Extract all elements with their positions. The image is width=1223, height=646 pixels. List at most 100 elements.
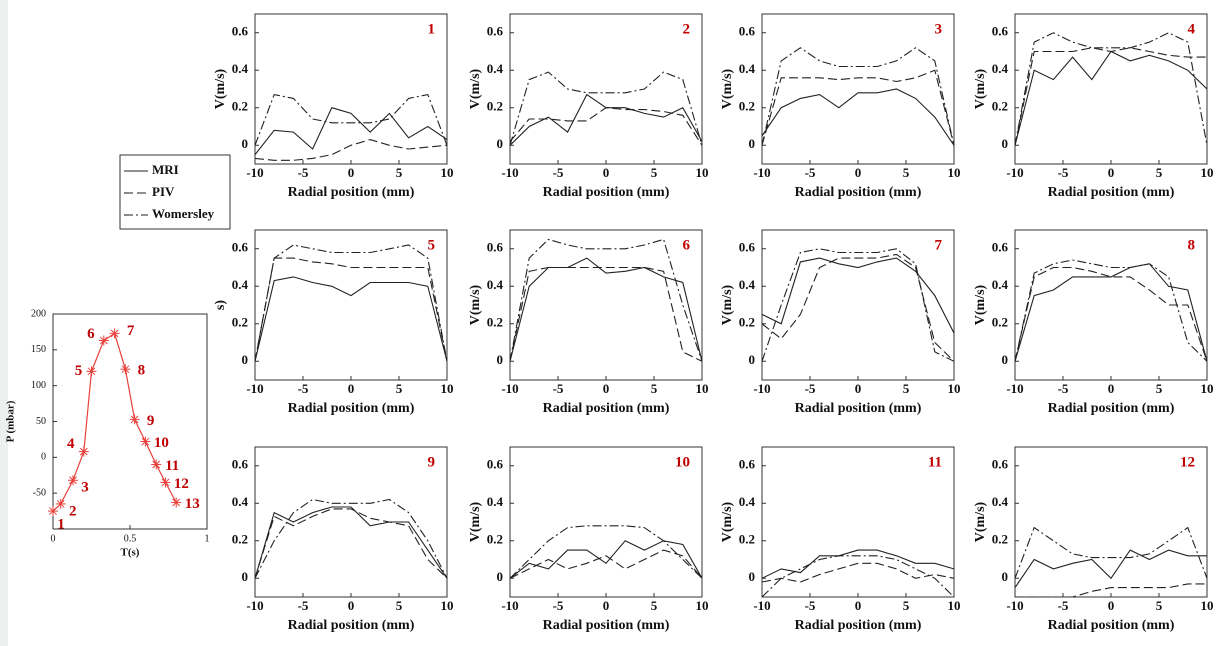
- x-tick-label: 0: [1108, 165, 1115, 180]
- series-line: [1015, 583, 1207, 597]
- series-line: [1015, 32, 1207, 146]
- point-label: 12: [174, 476, 189, 492]
- y-tick-label: 0.4: [739, 277, 756, 292]
- y-tick-label: 0.4: [739, 61, 756, 76]
- x-tick-label: 10: [441, 598, 454, 613]
- y-tick-label: 0.4: [487, 277, 504, 292]
- x-tick-label: 0: [348, 165, 355, 180]
- point-label: 9: [147, 413, 155, 429]
- y-tick-label: 0.6: [992, 240, 1009, 255]
- x-tick-label: 0.5: [124, 533, 137, 544]
- x-tick-label: 5: [903, 165, 910, 180]
- x-tick-label: -10: [501, 598, 518, 613]
- x-tick-label: 0: [348, 598, 355, 613]
- x-tick-label: 5: [396, 165, 403, 180]
- point-label: 11: [165, 458, 179, 474]
- y-tick-label: 0: [1002, 352, 1009, 367]
- star-stroke: [87, 367, 96, 376]
- series-line: [510, 257, 702, 362]
- x-tick-label: 10: [948, 598, 961, 613]
- y-tick-label: 0.6: [232, 24, 249, 39]
- y-tick-label: 0.4: [232, 494, 249, 509]
- x-tick-label: 0: [855, 598, 862, 613]
- star-marker: [48, 506, 58, 517]
- y-tick-label: 0: [497, 352, 504, 367]
- y-tick-label: 0: [242, 352, 249, 367]
- series-line: [510, 525, 702, 579]
- y-tick-label: 0: [749, 569, 756, 584]
- star-marker: [140, 436, 151, 447]
- series-line: [255, 276, 447, 362]
- series-line: [510, 266, 702, 362]
- panel-label: 4: [1188, 21, 1196, 37]
- series-line: [255, 93, 447, 146]
- y-axis-label: V(m/s): [973, 68, 988, 109]
- x-tick-label: 5: [1156, 381, 1163, 396]
- x-tick-label: -5: [298, 165, 309, 180]
- y-tick-label: 0: [497, 136, 504, 151]
- y-tick-label: 0.4: [487, 494, 504, 509]
- y-tick-label: 0.4: [232, 277, 249, 292]
- series-line: [255, 244, 447, 362]
- x-tick-label: -5: [1058, 598, 1069, 613]
- x-tick-label: 1: [205, 533, 210, 544]
- point-label: 10: [154, 435, 169, 451]
- series-line: [1015, 526, 1207, 579]
- y-tick-label: 50: [36, 416, 46, 427]
- x-tick-label: -10: [246, 165, 263, 180]
- point-label: 3: [81, 480, 89, 496]
- series-line: [510, 107, 702, 146]
- x-tick-label: 0: [1108, 598, 1115, 613]
- series-line: [510, 238, 702, 362]
- x-tick-label: 0: [603, 165, 610, 180]
- x-tick-label: 10: [696, 165, 709, 180]
- series-line: [510, 549, 702, 579]
- x-tick-label: -10: [753, 598, 770, 613]
- x-axis-label: Radial position (mm): [1048, 401, 1175, 416]
- panel-label: 8: [1188, 237, 1196, 253]
- y-tick-label: 0: [749, 136, 756, 151]
- panel-label: 3: [935, 21, 943, 37]
- star-stroke: [152, 460, 161, 469]
- series-line: [762, 562, 954, 583]
- y-tick-label: 0.6: [739, 24, 756, 39]
- left-border: [0, 0, 8, 646]
- series-line: [1015, 47, 1207, 146]
- y-axis-label: V(m/s): [720, 284, 735, 325]
- y-tick-label: 0.4: [487, 61, 504, 76]
- star-stroke: [110, 329, 119, 338]
- x-axis-label: T(s): [121, 547, 140, 559]
- series-line: [762, 257, 954, 334]
- legend-label: MRI: [152, 162, 179, 177]
- y-tick-label: 0.6: [487, 24, 504, 39]
- y-tick-label: 150: [31, 344, 46, 355]
- y-tick-label: 0: [1002, 136, 1009, 151]
- point-label: 1: [57, 517, 65, 533]
- y-axis-label: V(m/s): [468, 501, 483, 542]
- x-axis-label: Radial position (mm): [795, 618, 922, 633]
- x-tick-label: 10: [441, 165, 454, 180]
- x-tick-label: -5: [1058, 381, 1069, 396]
- panel-label: 6: [683, 237, 691, 253]
- x-tick-label: -5: [553, 598, 564, 613]
- panel-label: 7: [935, 237, 943, 253]
- y-tick-label: 0.2: [487, 315, 503, 330]
- star-stroke: [172, 498, 181, 507]
- star-marker: [151, 459, 162, 470]
- star-stroke: [56, 500, 65, 508]
- y-tick-label: 0.2: [232, 315, 248, 330]
- x-axis-label: Radial position (mm): [795, 401, 922, 416]
- x-tick-label: -10: [753, 381, 770, 396]
- star-marker: [120, 364, 131, 375]
- legend-label: Womersley: [152, 206, 215, 221]
- y-tick-label: 0.2: [739, 99, 755, 114]
- x-tick-label: 5: [903, 381, 910, 396]
- x-tick-label: 10: [696, 598, 709, 613]
- y-tick-label: 0.2: [739, 315, 755, 330]
- x-axis-label: Radial position (mm): [1048, 185, 1175, 200]
- star-stroke: [161, 478, 170, 487]
- legend-label: PIV: [152, 184, 175, 199]
- x-tick-label: -10: [1006, 598, 1023, 613]
- series-line: [1015, 549, 1207, 588]
